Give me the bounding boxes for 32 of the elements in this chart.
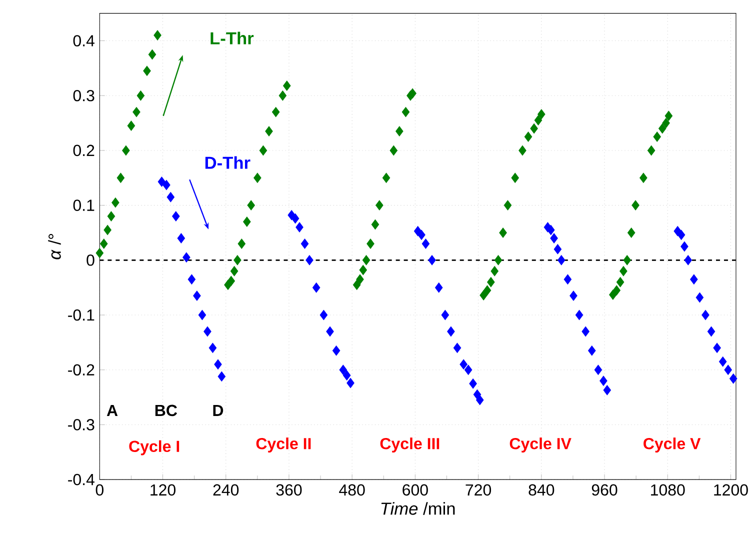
y-tick-label: -0.4 [68,474,94,486]
x-axis-title: Time /min [381,502,455,516]
y-tick-label: -0.3 [68,419,94,431]
x-tick-label: 720 [466,484,492,496]
y-tick-label: -0.2 [68,364,94,376]
y-tick-label: 0 [86,254,94,266]
x-tick-label: 1200 [714,484,748,496]
x-tick-label: 840 [528,484,554,496]
annotation: Cycle III [380,438,440,453]
annotation: BC [155,404,178,416]
text: L-Thr [210,32,254,44]
x-tick-label: 0 [96,484,104,496]
x-tick-label: 240 [213,484,239,496]
y-tick-label: 0.3 [73,90,94,102]
y-tick-label: 0.1 [73,200,94,212]
annotation: Cycle IV [510,438,572,453]
text: D-Thr [205,156,250,170]
annotation: A [106,405,118,416]
y-axis-title: α /° [48,234,61,260]
annotation: Cycle V [644,438,701,453]
annotation: Cycle I [129,440,180,456]
annotation: Cycle II [256,438,311,453]
annotation: D [213,405,224,416]
x-tick-label: 480 [339,484,365,496]
x-tick-label: 600 [402,484,428,496]
y-tick-label: 0.2 [73,144,94,156]
y-tick-label: 0.4 [73,35,94,47]
y-tick-label: -0.1 [68,310,94,321]
x-tick-label: 360 [276,484,302,496]
x-tick-label: 120 [150,484,176,496]
x-tick-label: 1080 [651,484,685,496]
x-tick-label: 960 [592,484,618,496]
